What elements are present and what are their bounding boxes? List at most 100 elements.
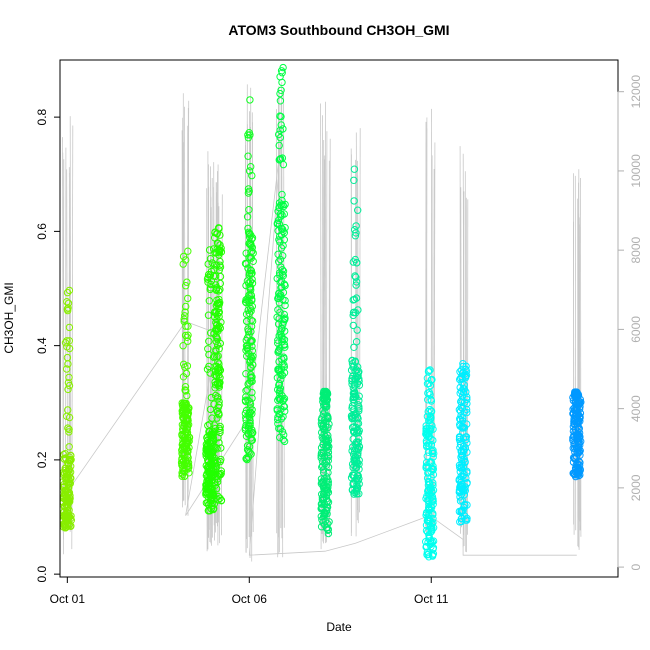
data-point-flight-9 [422, 526, 431, 535]
data-point-flight-9 [427, 543, 435, 551]
data-point-flight-11 [574, 422, 582, 430]
data-point-flight-9 [429, 436, 437, 445]
data-point-flight-9 [425, 429, 433, 438]
data-point-flight-8 [350, 381, 358, 389]
data-point-flight-8 [353, 484, 362, 492]
data-point-flight-1 [61, 450, 69, 458]
data-point-flight-11 [577, 398, 585, 406]
data-point-flight-3 [206, 369, 214, 377]
data-point-flight-2 [184, 454, 192, 462]
data-point-flight-7 [320, 475, 329, 483]
data-point-flight-3 [205, 337, 213, 345]
data-point-flight-8 [348, 404, 356, 412]
data-point-flight-10 [463, 399, 471, 408]
data-point-flight-2 [178, 431, 186, 440]
data-point-flight-11 [574, 470, 582, 478]
data-point-flight-5 [246, 408, 254, 416]
data-point-flight-9 [427, 458, 435, 466]
data-point-flight-4 [213, 458, 222, 466]
data-point-flight-4 [212, 261, 221, 269]
data-point-flight-4 [212, 337, 220, 346]
data-point-flight-1 [63, 468, 71, 477]
data-point-flight-6 [279, 160, 288, 169]
data-point-flight-9 [429, 511, 437, 519]
data-point-flight-9 [423, 443, 431, 451]
data-point-flight-5 [246, 449, 254, 457]
data-point-flight-10 [458, 396, 466, 404]
data-point-flight-4 [212, 281, 220, 289]
data-point-flight-9 [427, 528, 435, 536]
data-point-flight-4 [215, 401, 223, 409]
data-point-flight-5 [243, 442, 252, 450]
data-point-flight-6 [275, 380, 284, 388]
data-point-flight-5 [245, 379, 254, 387]
data-point-flight-6 [280, 341, 289, 349]
y2-tick-label: 4000 [629, 395, 643, 422]
data-point-flight-8 [352, 281, 360, 289]
data-point-flight-5 [243, 386, 252, 394]
data-point-flight-5 [242, 455, 250, 463]
data-point-flight-8 [354, 472, 362, 480]
data-point-flight-4 [215, 379, 223, 387]
data-point-flight-1 [64, 385, 72, 394]
data-point-flight-6 [277, 86, 285, 95]
data-point-flight-5 [247, 371, 255, 379]
data-point-flight-6 [275, 258, 283, 266]
y2-tick-label: 12000 [629, 75, 643, 109]
data-point-flight-7 [324, 456, 332, 465]
data-point-flight-8 [349, 363, 357, 371]
data-point-flight-4 [216, 285, 224, 294]
data-point-flight-9 [422, 463, 430, 472]
data-point-flight-1 [64, 496, 73, 504]
y-tick-label: 0.8 [35, 108, 49, 125]
data-point-flight-5 [242, 416, 250, 424]
data-point-flight-6 [277, 121, 285, 129]
data-point-flight-4 [212, 326, 220, 334]
data-point-flight-1 [61, 464, 70, 473]
data-point-flight-8 [352, 222, 360, 230]
data-point-flight-9 [424, 477, 433, 486]
data-point-flight-6 [279, 227, 287, 236]
data-point-flight-7 [320, 394, 328, 402]
data-point-flight-6 [276, 73, 284, 81]
data-point-flight-9 [423, 492, 431, 500]
data-point-flight-3 [209, 431, 217, 440]
data-point-flight-5 [243, 277, 252, 285]
data-point-flight-8 [351, 456, 359, 464]
data-point-flight-1 [61, 491, 69, 499]
data-point-flight-4 [216, 374, 224, 382]
data-point-flight-1 [64, 299, 73, 307]
data-point-flight-11 [575, 414, 584, 423]
data-point-flight-8 [352, 229, 360, 237]
data-point-flight-3 [207, 280, 215, 289]
data-point-flight-7 [324, 448, 333, 457]
data-point-flight-5 [246, 356, 255, 364]
data-point-flight-10 [459, 463, 467, 471]
data-point-flight-4 [212, 346, 220, 354]
data-point-flight-6 [278, 355, 286, 363]
data-point-flight-8 [350, 362, 358, 370]
data-point-flight-1 [65, 428, 73, 436]
data-point-flight-6 [279, 295, 287, 304]
data-point-flight-7 [317, 449, 326, 458]
data-point-flight-10 [461, 457, 469, 466]
data-point-flight-3 [204, 270, 213, 279]
data-point-flight-9 [430, 449, 438, 458]
data-point-flight-6 [276, 212, 285, 221]
data-point-flight-4 [215, 398, 223, 406]
data-point-flight-4 [209, 491, 218, 500]
data-point-flight-10 [455, 476, 463, 485]
x-tick-label: Oct 01 [50, 592, 86, 606]
data-point-flight-5 [248, 436, 257, 444]
data-point-flight-5 [247, 240, 255, 249]
data-point-flight-5 [246, 404, 254, 412]
data-point-flight-2 [178, 409, 187, 418]
data-point-flight-8 [355, 392, 363, 400]
data-point-flight-3 [203, 365, 212, 373]
data-point-flight-9 [426, 485, 434, 493]
data-point-flight-6 [275, 203, 284, 212]
data-point-flight-10 [463, 469, 471, 477]
data-point-flight-10 [461, 433, 470, 441]
data-point-flight-3 [206, 255, 215, 263]
data-point-flight-4 [214, 341, 222, 349]
